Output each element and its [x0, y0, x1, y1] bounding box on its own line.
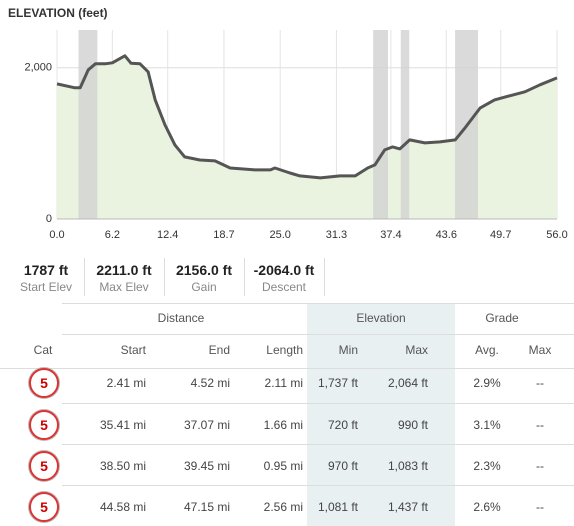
- column-header: Cat: [33, 343, 53, 357]
- stat: 1787 ft Start Elev: [8, 258, 85, 296]
- column-header: Max: [405, 343, 428, 357]
- table-cell: --: [536, 376, 544, 390]
- table-cell: --: [536, 500, 544, 514]
- table-cell: 720 ft: [327, 418, 358, 432]
- stat: -2064.0 ft Descent: [244, 258, 325, 296]
- climb-band: [373, 30, 388, 219]
- chart-title: ELEVATION (feet): [8, 6, 108, 20]
- table-cell: --: [536, 418, 544, 432]
- table-cell: 3.1%: [473, 418, 501, 432]
- category-icon: 5: [29, 368, 59, 398]
- category-number: 5: [40, 417, 48, 433]
- table-cell: 35.41 mi: [99, 418, 146, 432]
- rule: [62, 303, 574, 304]
- table-cell: 47.15 mi: [183, 500, 230, 514]
- table-cell: 44.58 mi: [99, 500, 146, 514]
- category-icon: 5: [29, 492, 59, 522]
- table-cell: 1,083 ft: [387, 459, 428, 473]
- stat-label: Gain: [191, 280, 217, 294]
- column-header: Min: [338, 343, 358, 357]
- elevation-line: [56, 54, 558, 180]
- column-header: Length: [266, 343, 303, 357]
- table-cell: 2.56 mi: [263, 500, 303, 514]
- x-tick-label: 6.2: [105, 229, 120, 241]
- climb-band: [400, 30, 410, 219]
- group-header: Grade: [485, 311, 519, 325]
- category-number: 5: [40, 458, 48, 474]
- group-header: Distance: [157, 311, 205, 325]
- table-cell: 970 ft: [327, 459, 358, 473]
- table-cell: 2,064 ft: [387, 376, 428, 390]
- stat-label: Start Elev: [19, 280, 73, 294]
- table-cell: 1.66 mi: [263, 418, 303, 432]
- y-tick-label: 2,000: [24, 62, 52, 74]
- stat: 2211.0 ft Max Elev: [84, 258, 165, 296]
- stat-label: Descent: [261, 280, 307, 294]
- table-cell: 2.3%: [473, 459, 501, 473]
- column-header: End: [208, 343, 230, 357]
- category-icon: 5: [29, 410, 59, 440]
- category-number: 5: [40, 499, 48, 515]
- table-cell: 2.11 mi: [264, 376, 303, 390]
- stat-label: Max Elev: [99, 280, 149, 294]
- x-tick-label: 49.7: [490, 229, 511, 241]
- x-tick-label: 12.4: [157, 229, 178, 241]
- table-cell: 990 ft: [397, 418, 428, 432]
- stat-value: 2156.0 ft: [175, 262, 233, 278]
- stat-value: 1787 ft: [23, 262, 69, 278]
- table-cell: --: [536, 459, 544, 473]
- stat: 2156.0 ft Gain: [164, 258, 245, 296]
- table-cell: 39.45 mi: [183, 459, 230, 473]
- table-cell: 2.9%: [473, 376, 501, 390]
- table-cell: 1,081 ft: [317, 500, 358, 514]
- column-header: Avg.: [475, 343, 499, 357]
- table-cell: 37.07 mi: [183, 418, 230, 432]
- table-cell: 0.95 mi: [263, 459, 303, 473]
- x-tick-label: 37.4: [380, 229, 401, 241]
- column-header: Max: [528, 343, 552, 357]
- category-number: 5: [40, 375, 48, 391]
- x-tick-label: 43.6: [436, 229, 457, 241]
- group-header: Elevation: [356, 311, 406, 325]
- table-cell: 1,437 ft: [387, 500, 428, 514]
- y-tick-label: 0: [46, 213, 52, 225]
- table-cell: 2.6%: [473, 500, 501, 514]
- table-cell: 38.50 mi: [99, 459, 146, 473]
- table-cell: 2.41 mi: [106, 376, 146, 390]
- row-rule: [62, 485, 574, 486]
- x-tick-label: 18.7: [213, 229, 234, 241]
- climb-band: [78, 30, 98, 219]
- table-cell: 1,737 ft: [317, 376, 358, 390]
- stat-value: -2064.0 ft: [253, 262, 315, 278]
- x-tick-label: 0.0: [49, 229, 64, 241]
- elevation-area: [57, 55, 557, 219]
- table-cell: 4.52 mi: [190, 376, 230, 390]
- elevation-column-shade: [307, 303, 455, 526]
- x-tick-label: 31.3: [326, 229, 347, 241]
- elevation-chart: ELEVATION (feet) 0 2,000 0.0 6.2 12.4 18.7 25.…: [8, 6, 568, 241]
- x-tick-label: 56.0: [546, 229, 567, 241]
- rule: [0, 368, 574, 369]
- row-rule: [62, 444, 574, 445]
- row-rule: [62, 403, 574, 404]
- rule: [62, 334, 574, 335]
- stat-value: 2211.0 ft: [96, 262, 152, 278]
- category-icon: 5: [29, 451, 59, 481]
- column-header: Start: [120, 343, 146, 357]
- x-tick-label: 25.0: [270, 229, 291, 241]
